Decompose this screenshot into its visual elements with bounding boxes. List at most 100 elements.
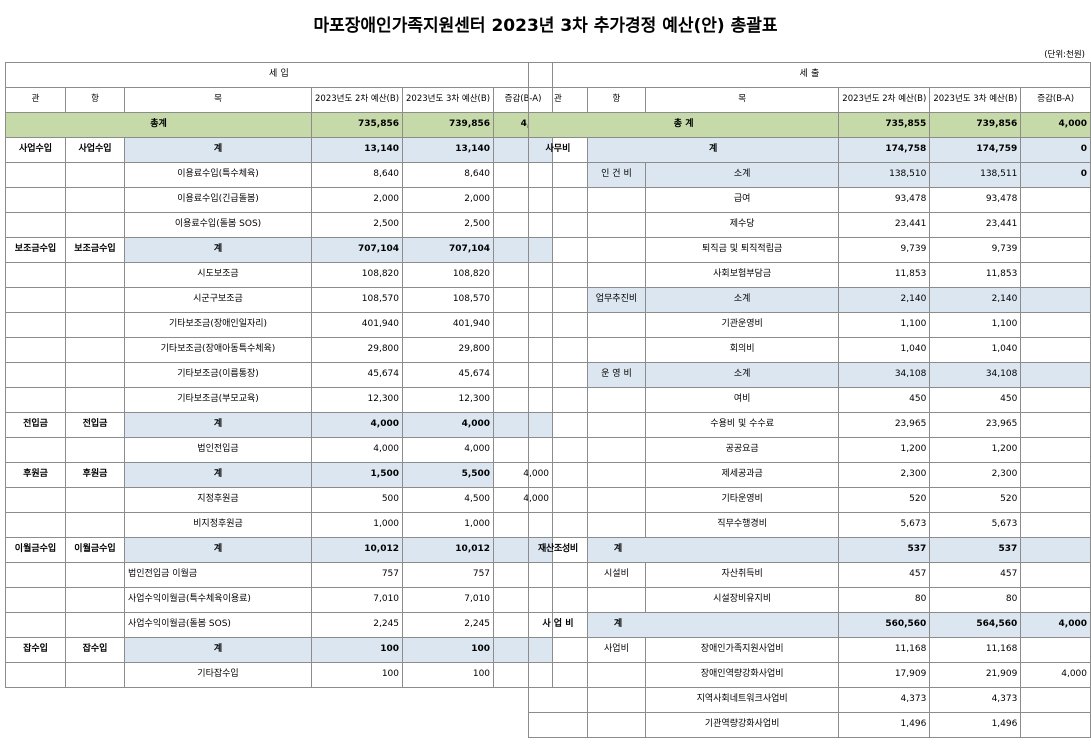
income-prev: 401,940	[310, 312, 404, 338]
income-mok: 기타보조금(이름통장)	[124, 362, 312, 388]
income-header-hang: 항	[65, 87, 125, 113]
expense-mok: 장애인가족지원사업비	[644, 637, 840, 663]
expense-prev: 1,496	[838, 712, 931, 738]
income-gwan: 보조금수입	[5, 237, 66, 263]
table-row: 급여 93,478 93,478	[528, 187, 1091, 213]
expense-hang: 인 건 비	[586, 162, 647, 188]
income-mok: 시도보조금	[124, 262, 312, 288]
income-curr: 2,245	[402, 612, 495, 638]
expense-curr: 450	[929, 387, 1022, 413]
income-total-prev: 735,856	[310, 112, 404, 138]
expense-prev: 1,040	[838, 337, 931, 363]
income-hang: 전입금	[65, 412, 125, 438]
income-prev: 1,500	[310, 462, 404, 488]
expense-diff: 0	[1020, 162, 1091, 188]
expense-mok: 기타운영비	[644, 487, 840, 513]
expense-hang: 운 영 비	[586, 362, 647, 388]
expense-curr: 21,909	[929, 662, 1022, 688]
expense-total-curr: 739,856	[929, 112, 1022, 138]
income-prev: 7,010	[310, 587, 404, 613]
income-prev: 108,820	[310, 262, 404, 288]
income-total-row: 총계 735,856 739,856 4,000	[5, 112, 554, 138]
income-mok: 지정후원금	[124, 487, 312, 513]
expense-prev: 93,478	[838, 187, 931, 213]
income-prev: 2,000	[310, 187, 404, 213]
income-mok: 계	[124, 137, 312, 163]
table-row: 사업수익이월금(돌봄 SOS) 2,245 2,245	[5, 612, 554, 638]
income-mok: 기타보조금(장애인일자리)	[124, 312, 312, 338]
expense-curr: 138,511	[929, 162, 1022, 188]
expense-curr: 9,739	[929, 237, 1022, 263]
expense-section-title: 세 출	[528, 62, 1091, 88]
page-title: 마포장애인가족지원센터 2023년 3차 추가경정 예산(안) 총괄표	[313, 16, 778, 36]
table-row: 사업수익이월금(특수체육이용료) 7,010 7,010	[5, 587, 554, 613]
unit-label: (단위:천원)	[1044, 50, 1085, 60]
table-row: 기타보조금(부모교육) 12,300 12,300	[5, 387, 554, 413]
expense-curr: 564,560	[929, 612, 1022, 638]
table-row: 인 건 비 소계 138,510 138,511 0	[528, 162, 1091, 188]
income-section-title: 세 입	[4, 62, 554, 88]
income-prev: 29,800	[310, 337, 404, 363]
table-row: 기타보조금(장애아동특수체육) 29,800 29,800	[5, 337, 554, 363]
income-prev: 100	[310, 637, 404, 663]
table-row: 법인전입금 이월금 757 757	[5, 562, 554, 588]
income-mok: 비지정후원금	[124, 512, 312, 538]
expense-total-diff: 4,000	[1020, 112, 1091, 138]
expense-curr: 93,478	[929, 187, 1022, 213]
income-prev: 45,674	[310, 362, 404, 388]
expense-curr: 11,168	[929, 637, 1022, 663]
expense-curr: 2,140	[929, 287, 1022, 313]
income-curr: 757	[402, 562, 495, 588]
expense-gwan: 사무비	[528, 137, 588, 163]
table-row: 퇴직금 및 퇴직적립금 9,739 9,739	[528, 237, 1091, 263]
income-mok: 이용료수입(돌봄 SOS)	[124, 212, 312, 238]
expense-section-header: 세 출	[528, 62, 1091, 88]
expense-prev: 34,108	[838, 362, 931, 388]
expense-prev: 457	[838, 562, 931, 588]
table-row: 제세공과금 2,300 2,300	[528, 462, 1091, 488]
expense-prev: 23,441	[838, 212, 931, 238]
income-mok: 계	[124, 462, 312, 488]
expense-mok: 급여	[644, 187, 840, 213]
expense-mok: 수용비 및 수수료	[644, 412, 840, 438]
expense-curr: 23,441	[929, 212, 1022, 238]
table-row: 지역사회네트워크사업비 4,373 4,373	[528, 687, 1091, 713]
income-curr: 4,000	[402, 437, 495, 463]
expense-mok: 소계	[644, 362, 840, 388]
table-row: 회의비 1,040 1,040	[528, 337, 1091, 363]
table-row: 기타잡수입 100 100	[5, 662, 554, 688]
expense-curr: 2,300	[929, 462, 1022, 488]
income-mok: 기타보조금(장애아동특수체육)	[124, 337, 312, 363]
income-curr: 13,140	[402, 137, 495, 163]
table-row: 이용료수입(긴급돌봄) 2,000 2,000	[5, 187, 554, 213]
expense-mok: 제수당	[644, 212, 840, 238]
table-row: 사 업 비 계 560,560 564,560 4,000	[528, 612, 1091, 638]
expense-mok: 기관운영비	[644, 312, 840, 338]
income-mok: 계	[124, 537, 312, 563]
income-gwan: 전입금	[5, 412, 66, 438]
expense-mok: 직무수행경비	[644, 512, 840, 538]
expense-curr: 537	[929, 537, 1022, 563]
expense-mok: 제세공과금	[644, 462, 840, 488]
expense-curr: 1,496	[929, 712, 1022, 738]
table-row: 재산조성비 계 537 537	[528, 537, 1091, 563]
table-row: 법인전입금 4,000 4,000	[5, 437, 554, 463]
expense-total-prev: 735,855	[838, 112, 931, 138]
expense-prev: 4,373	[838, 687, 931, 713]
table-row: 보조금수입 보조금수입 계 707,104 707,104	[5, 237, 554, 263]
expense-curr: 4,373	[929, 687, 1022, 713]
expense-gwan: 재산조성비	[528, 537, 588, 563]
expense-header-gwan: 관	[528, 87, 588, 113]
table-row: 업무추진비 소계 2,140 2,140	[528, 287, 1091, 313]
income-header-curr: 2023년도 3차 예산(B)	[402, 87, 495, 113]
income-prev: 2,500	[310, 212, 404, 238]
expense-curr: 1,100	[929, 312, 1022, 338]
expense-gwan: 사 업 비	[528, 612, 588, 638]
income-hang: 잡수입	[65, 637, 125, 663]
expense-curr: 1,040	[929, 337, 1022, 363]
income-mok: 기타잡수입	[124, 662, 312, 688]
table-row: 기타보조금(장애인일자리) 401,940 401,940	[5, 312, 554, 338]
expense-mok: 공공요금	[644, 437, 840, 463]
expense-diff: 4,000	[1020, 612, 1091, 638]
income-gwan: 이월금수입	[5, 537, 66, 563]
